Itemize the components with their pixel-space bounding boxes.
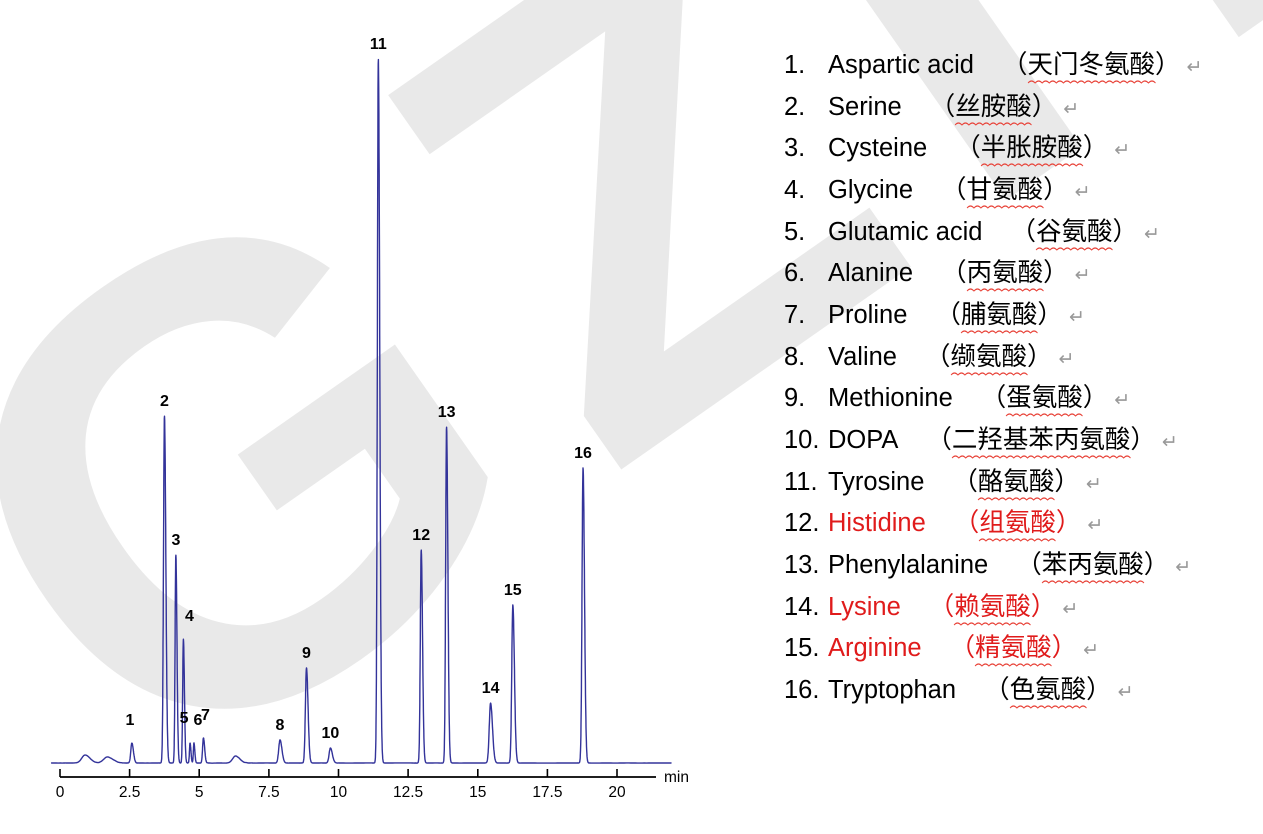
svg-text:4: 4 — [185, 608, 194, 625]
svg-text:10: 10 — [330, 784, 348, 801]
svg-text:7: 7 — [201, 707, 210, 724]
svg-text:15: 15 — [469, 784, 486, 801]
svg-text:2.5: 2.5 — [119, 784, 141, 801]
svg-text:min: min — [664, 769, 689, 786]
svg-text:5: 5 — [180, 710, 189, 727]
svg-text:8: 8 — [276, 717, 285, 734]
svg-text:12: 12 — [412, 527, 430, 544]
svg-text:9: 9 — [302, 645, 311, 662]
svg-text:14: 14 — [482, 680, 500, 697]
svg-text:3: 3 — [171, 532, 180, 549]
svg-text:11: 11 — [370, 36, 387, 53]
svg-text:12.5: 12.5 — [393, 784, 423, 801]
svg-text:16: 16 — [574, 445, 592, 462]
svg-text:1: 1 — [125, 712, 134, 729]
svg-text:7.5: 7.5 — [258, 784, 280, 801]
svg-text:5: 5 — [195, 784, 204, 801]
svg-text:15: 15 — [504, 582, 522, 599]
svg-text:20: 20 — [608, 784, 626, 801]
svg-text:2: 2 — [160, 393, 169, 410]
svg-text:0: 0 — [56, 784, 65, 801]
svg-text:17.5: 17.5 — [532, 784, 562, 801]
svg-text:10: 10 — [322, 725, 340, 742]
svg-text:13: 13 — [438, 404, 456, 421]
